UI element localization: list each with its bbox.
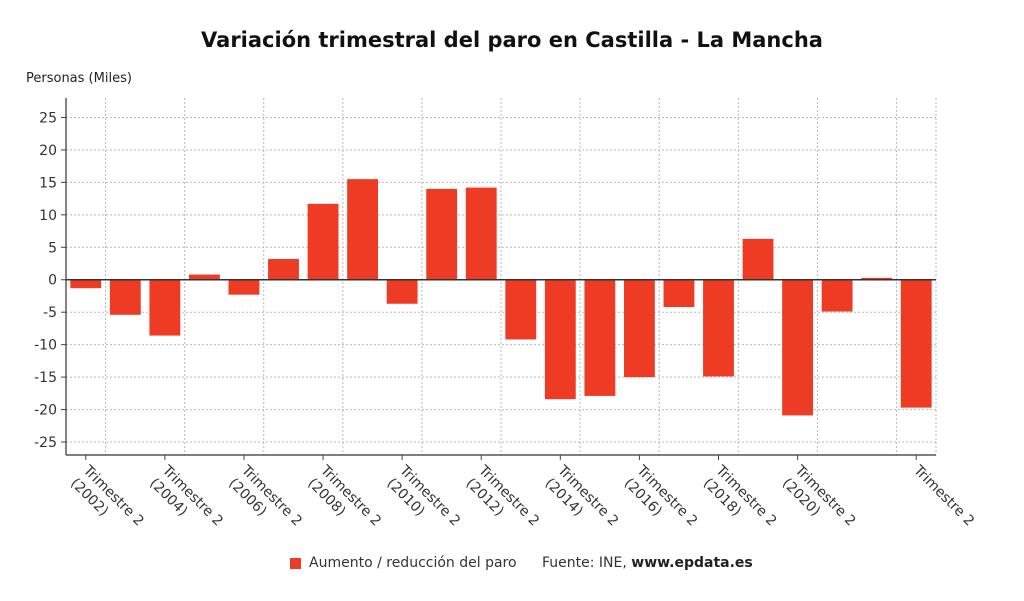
- bar: [742, 238, 774, 280]
- legend: Aumento / reducción del paro: [290, 555, 517, 571]
- x-tick-label: Trimestre 2: [910, 462, 978, 530]
- bar: [386, 279, 418, 304]
- y-tick-label: -25: [34, 435, 57, 451]
- bar: [188, 274, 220, 280]
- source-note: Fuente: INE, www.epdata.es: [542, 555, 753, 571]
- bar: [347, 179, 379, 280]
- bar: [109, 279, 141, 315]
- y-tick-label: -10: [34, 338, 57, 354]
- source-prefix: Fuente: INE,: [542, 555, 632, 571]
- x-tick-label-line1: Trimestre 2: [910, 462, 978, 530]
- bar: [623, 279, 655, 378]
- y-tick-label: 0: [48, 273, 57, 289]
- bar: [70, 279, 102, 289]
- x-tick-label: Trimestre 2(2008): [304, 462, 384, 530]
- source-site[interactable]: www.epdata.es: [631, 555, 753, 571]
- x-tick-label: Trimestre 2(2004): [146, 462, 226, 530]
- bar: [861, 277, 893, 280]
- y-tick-label: 10: [39, 208, 57, 224]
- x-tick-label: Trimestre 2(2014): [542, 462, 622, 530]
- chart-title: Variación trimestral del paro en Castill…: [201, 28, 823, 52]
- y-tick-label: -20: [34, 403, 57, 419]
- bar: [505, 279, 537, 340]
- bar: [584, 279, 616, 396]
- bar: [465, 187, 497, 280]
- x-tick-label: Trimestre 2(2016): [621, 462, 701, 530]
- y-tick-label: 5: [48, 240, 57, 256]
- x-tick-label: Trimestre 2(2006): [225, 462, 305, 530]
- bar: [149, 279, 181, 336]
- x-tick-label: Trimestre 2(2020): [779, 462, 859, 530]
- y-tick-label: 25: [39, 110, 57, 126]
- bar: [307, 203, 339, 280]
- y-tick-label: 20: [39, 143, 57, 159]
- bar: [821, 279, 853, 312]
- legend-label: Aumento / reducción del paro: [309, 555, 517, 571]
- legend-swatch: [290, 557, 301, 569]
- bar: [228, 279, 260, 295]
- x-tick-label: Trimestre 2(2010): [384, 462, 464, 530]
- y-axis-label: Personas (Miles): [26, 71, 132, 86]
- bar: [703, 279, 734, 377]
- bar: [900, 279, 932, 408]
- y-tick-label: -15: [34, 370, 57, 386]
- x-tick-label: Trimestre 2(2018): [700, 462, 780, 530]
- bar: [663, 279, 695, 308]
- y-tick-label: -5: [43, 305, 57, 321]
- bar: [782, 279, 814, 416]
- bar: [426, 188, 458, 280]
- x-tick-label: Trimestre 2(2002): [67, 462, 147, 530]
- bar: [544, 279, 576, 400]
- y-tick-label: 15: [39, 175, 57, 191]
- bar: [268, 258, 299, 280]
- x-tick-label: Trimestre 2(2012): [463, 462, 543, 530]
